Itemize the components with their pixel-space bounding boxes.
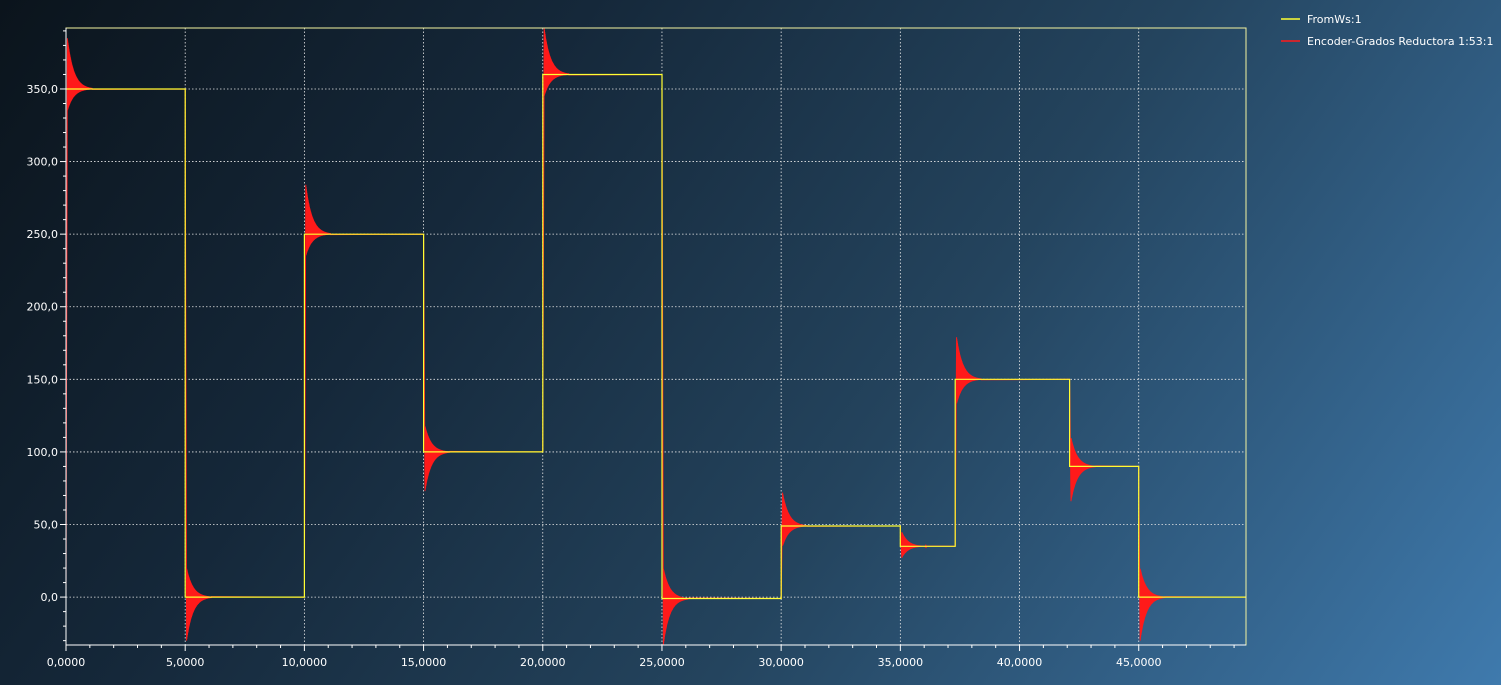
y-tick-label: 300,0 [27,156,59,169]
y-tick-label: 50,0 [34,519,59,532]
x-tick-label: 40,0000 [997,656,1043,669]
x-tick-label: 15,0000 [401,656,447,669]
legend: FromWs:1 Encoder-Grados Reductora 1:53:1 [1281,13,1494,48]
y-tick-label: 150,0 [27,373,59,386]
x-tick-label: 25,0000 [639,656,685,669]
legend-entry-label: FromWs:1 [1307,13,1362,26]
x-tick-label: 5,0000 [166,656,205,669]
y-tick-label: 250,0 [27,228,59,241]
x-tick-label: 0,0000 [47,656,86,669]
y-tick-label: 100,0 [27,446,59,459]
y-axis: 0,0 50,0 100,0 150,0 200,0 250,0 300,0 350,0 [27,28,67,645]
legend-entry-label: Encoder-Grados Reductora 1:53:1 [1307,35,1494,48]
plot-frame [65,27,1247,646]
y-tick-label: 350,0 [27,83,59,96]
x-tick-label: 20,0000 [520,656,566,669]
series-layer [65,27,1247,646]
x-tick-label: 45,0000 [1116,656,1162,669]
y-tick-label: 200,0 [27,301,59,314]
x-tick-label: 30,0000 [758,656,804,669]
grid-lines [66,28,1246,645]
x-axis: 0,0000 5,0000 10,0000 15,0000 20,0000 25,0000… [47,644,1246,669]
y-tick-label: 0,0 [41,591,59,604]
x-tick-label: 35,0000 [878,656,924,669]
series-fromws-line [66,73,1246,600]
series-encoder-line [65,27,1247,646]
x-tick-label: 10,0000 [282,656,328,669]
